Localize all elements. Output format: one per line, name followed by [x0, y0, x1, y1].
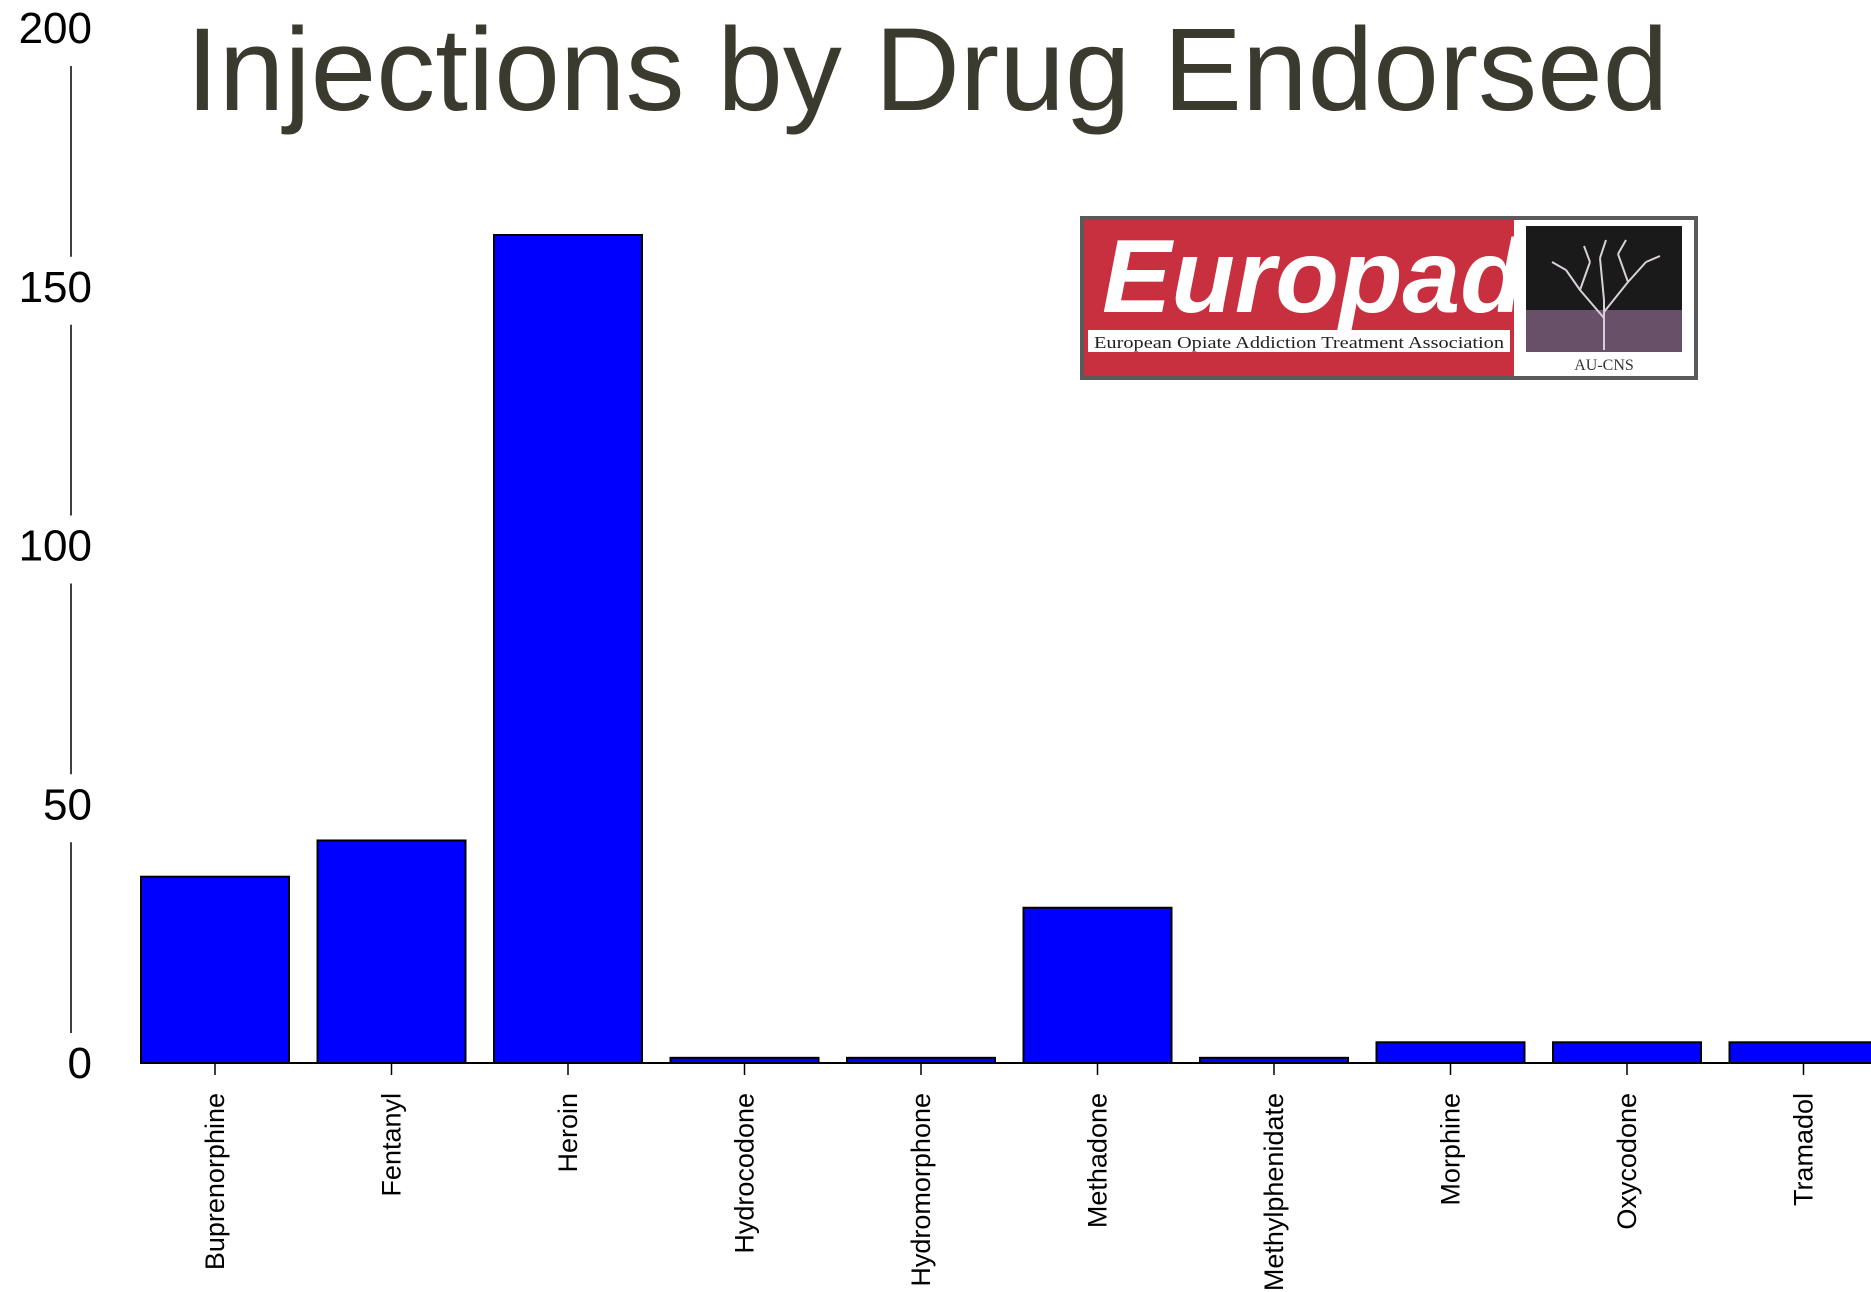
logo-wordmark: Europad — [1102, 219, 1526, 335]
x-tick-label: Fentanyl — [377, 1093, 407, 1197]
x-tick-label: Hydromorphone — [906, 1093, 936, 1287]
y-tick-label: 150 — [19, 263, 92, 312]
x-tick-label: Oxycodone — [1612, 1093, 1642, 1230]
x-axis: Buprenorphine Fentanyl Heroin Hydrocodone Hy… — [140, 1062, 1871, 1291]
x-tick-label: Morphine — [1436, 1093, 1466, 1206]
y-axis: 0 50 100 150 200 — [19, 4, 92, 1088]
bar-methadone — [1022, 906, 1173, 1064]
y-tick-label: 200 — [19, 4, 92, 53]
bar-buprenorphine — [140, 875, 290, 1065]
logo-partner-label: AU-CNS — [1574, 357, 1634, 374]
x-tick-label: Buprenorphine — [200, 1093, 230, 1270]
bar-tramadol — [1728, 1041, 1871, 1065]
chart-title: Injections by Drug Endorsed — [186, 4, 1668, 136]
europad-logo: Europad European Opiate Addiction Treatm… — [1080, 216, 1698, 380]
logo-subtitle: European Opiate Addiction Treatment Asso… — [1094, 333, 1505, 352]
y-tick-label: 100 — [19, 522, 92, 571]
y-tick-label: 50 — [43, 780, 92, 829]
x-tick-label: Methadone — [1083, 1093, 1113, 1228]
tree-icon — [1551, 239, 1661, 350]
x-tick-label: Hydrocodone — [730, 1093, 760, 1254]
bars — [140, 234, 1871, 1065]
bar-heroin — [493, 234, 643, 1064]
bar-morphine — [1375, 1041, 1526, 1065]
x-tick-label: Methylphenidate — [1259, 1093, 1289, 1291]
logo-subtitle-band — [1088, 330, 1510, 352]
x-tick-label: Heroin — [553, 1093, 583, 1173]
bar-oxycodone — [1552, 1041, 1702, 1065]
x-tick-label: Tramadol — [1789, 1093, 1819, 1206]
bar-fentanyl — [316, 839, 467, 1064]
y-tick-label: 0 — [68, 1039, 92, 1088]
